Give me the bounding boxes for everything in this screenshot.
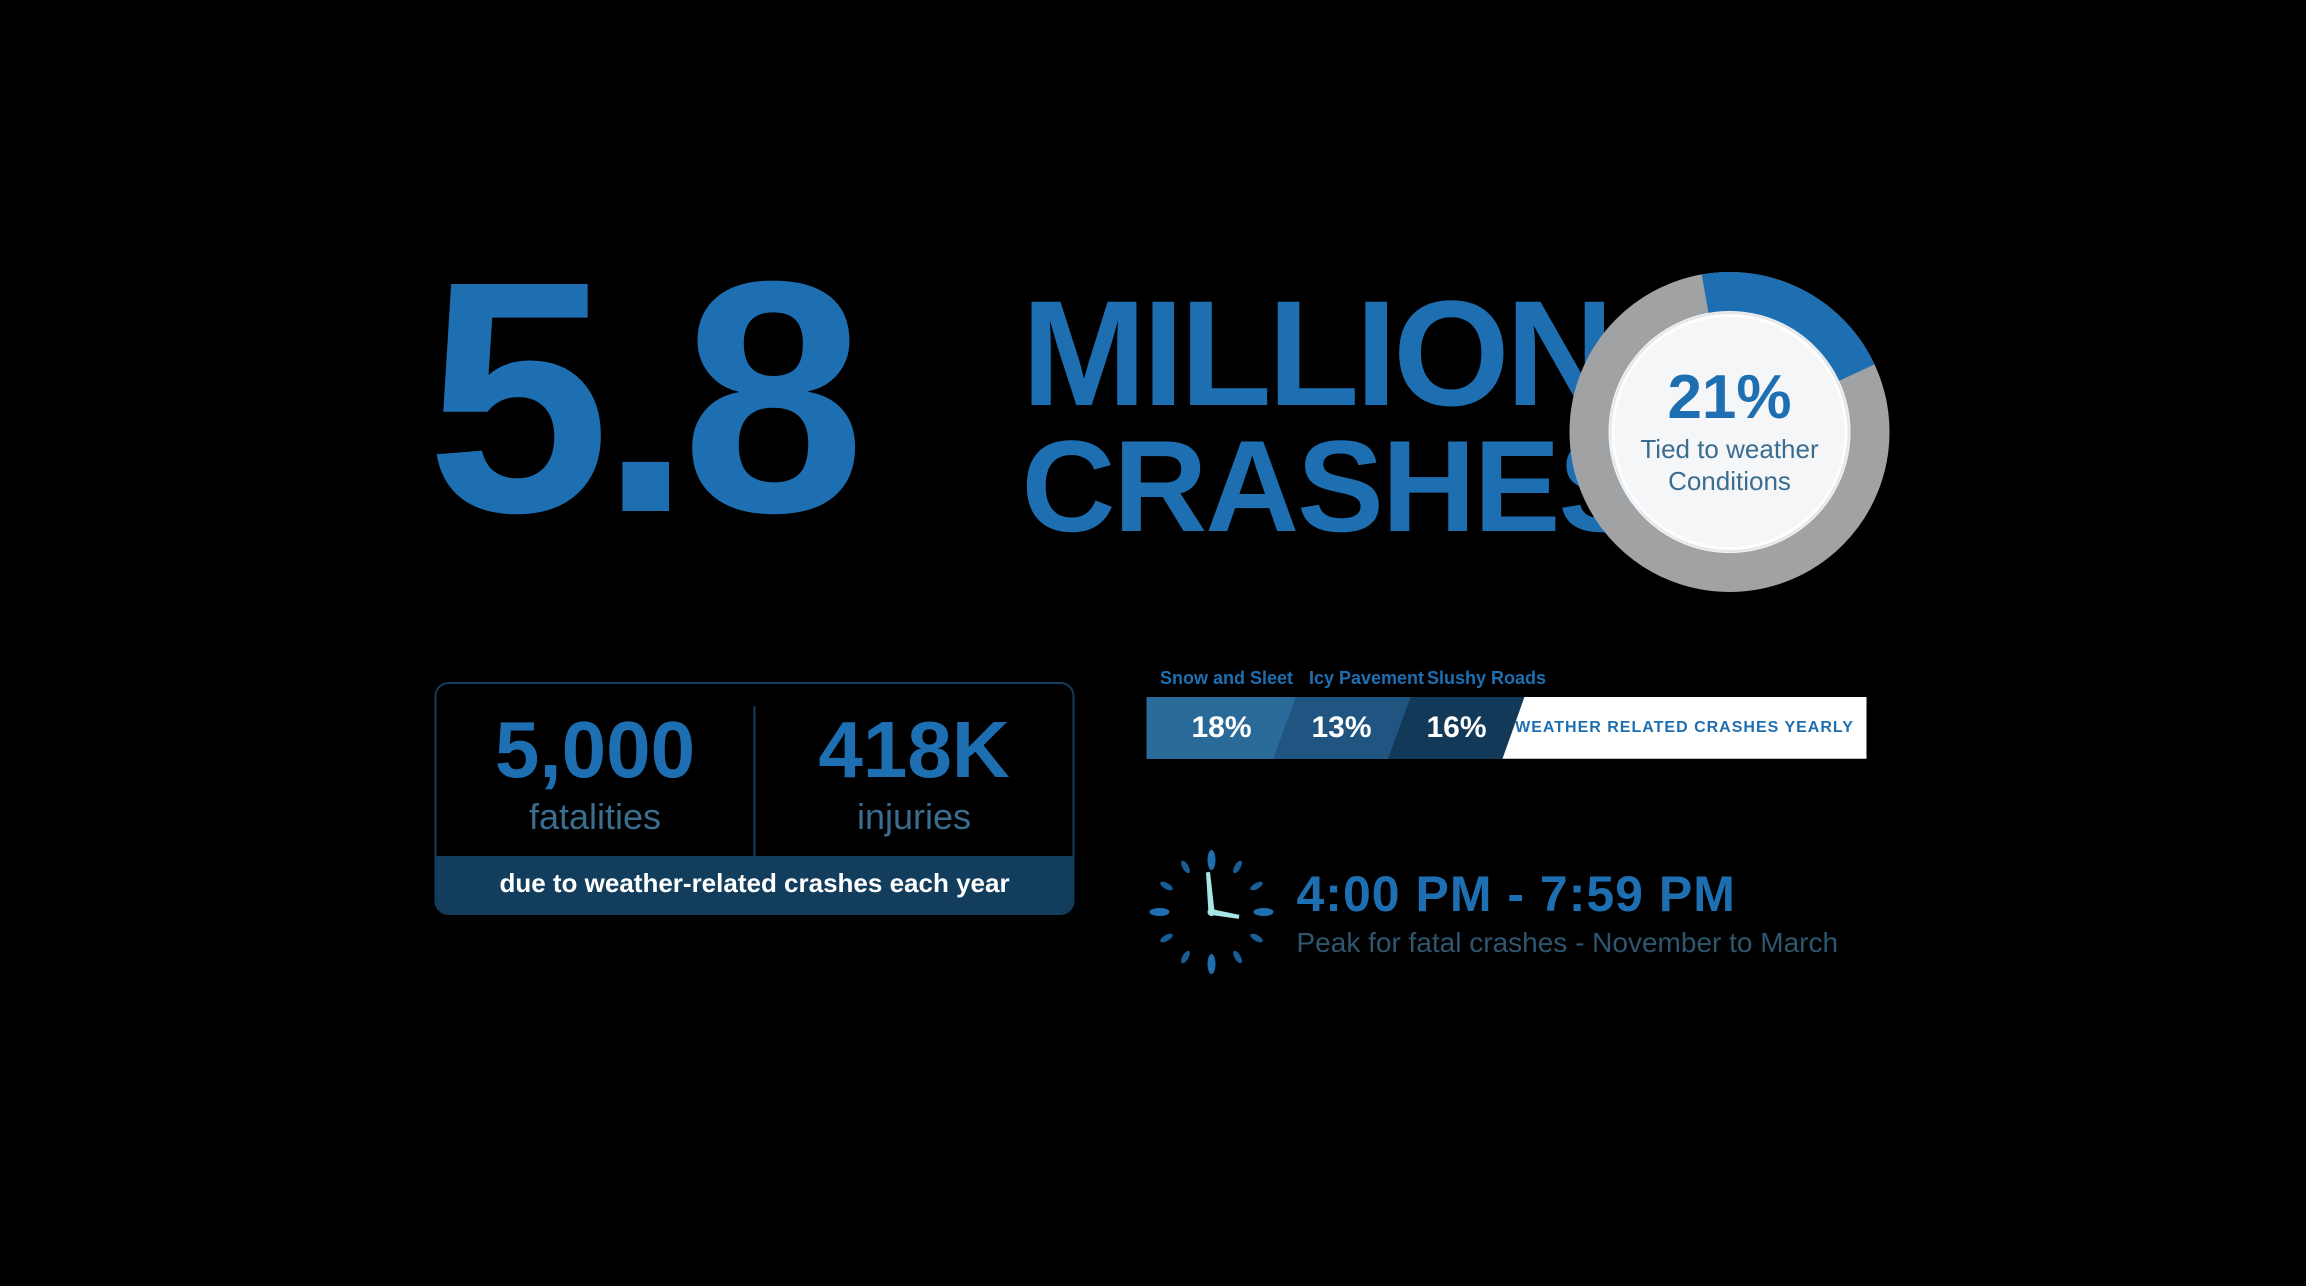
stats-box: 5,000 fatalities 418K injuries due to we…	[435, 682, 1075, 915]
cat-tail: WEATHER RELATED CRASHES YEARLY	[1503, 697, 1867, 759]
weather-donut: 21% Tied to weather Conditions	[1565, 267, 1895, 597]
stat-fatalities: 5,000 fatalities	[437, 706, 754, 856]
cat-seg-2: 16%	[1388, 697, 1526, 759]
stat-fatalities-label: fatalities	[447, 796, 744, 838]
clock-icon	[1147, 847, 1277, 977]
hero-line2: CRASHES	[1022, 425, 1644, 549]
cat-label-2: Slushy Roads	[1427, 669, 1547, 689]
peak-row: 4:00 PM - 7:59 PM Peak for fatal crashes…	[1147, 847, 1839, 977]
category-labels: Snow and Sleet Icy Pavement Slushy Roads	[1147, 669, 1867, 689]
stats-row: 5,000 fatalities 418K injuries	[437, 706, 1073, 856]
peak-text: 4:00 PM - 7:59 PM Peak for fatal crashes…	[1297, 865, 1839, 959]
category-bar: Snow and Sleet Icy Pavement Slushy Roads…	[1147, 669, 1867, 759]
donut-caption-l1: Tied to weather	[1630, 435, 1830, 465]
stat-injuries: 418K injuries	[754, 706, 1073, 856]
donut-center: 21% Tied to weather Conditions	[1630, 362, 1830, 497]
donut-caption-l2: Conditions	[1630, 467, 1830, 497]
peak-time-range: 4:00 PM - 7:59 PM	[1297, 865, 1839, 923]
hero-number: 5.8	[427, 207, 856, 587]
infographic-root: 5.8 MILLION CRASHES 21% Tied to weather …	[397, 237, 1910, 1049]
cat-label-1: Icy Pavement	[1307, 669, 1427, 689]
hero-line1: MILLION	[1022, 282, 1644, 425]
category-bar-row: 18%13%16%WEATHER RELATED CRASHES YEARLY	[1147, 697, 1867, 759]
stat-injuries-label: injuries	[766, 796, 1063, 838]
cat-seg-1: 13%	[1273, 697, 1411, 759]
cat-seg-0: 18%	[1147, 697, 1297, 759]
cat-label-0: Snow and Sleet	[1147, 669, 1307, 689]
stat-fatalities-value: 5,000	[447, 710, 744, 790]
stat-injuries-value: 418K	[766, 710, 1063, 790]
hero-words: MILLION CRASHES	[1022, 282, 1644, 548]
peak-caption: Peak for fatal crashes - November to Mar…	[1297, 927, 1839, 959]
donut-percent: 21%	[1630, 362, 1830, 433]
stats-caption: due to weather-related crashes each year	[437, 856, 1073, 913]
